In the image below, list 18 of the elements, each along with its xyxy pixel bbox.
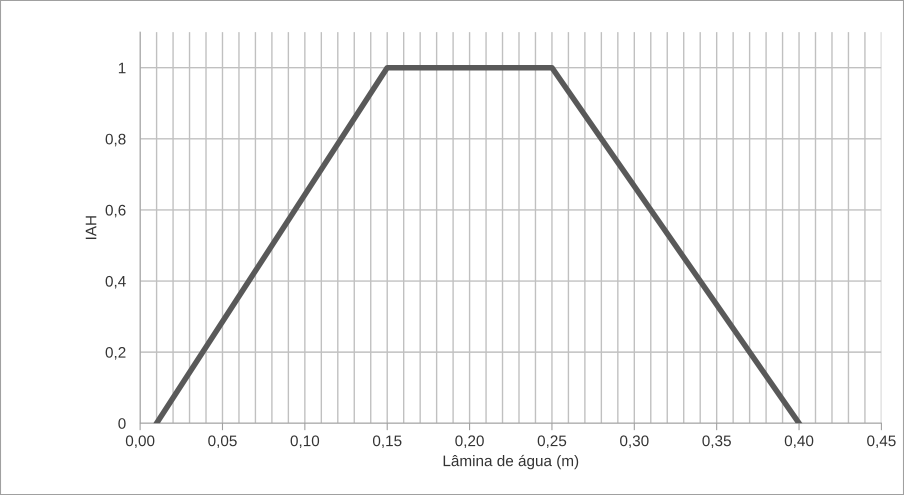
- x-tick-label: 0,10: [290, 435, 320, 448]
- y-tick-label: 0,4: [106, 276, 126, 289]
- x-tick-label: 0,40: [784, 435, 814, 448]
- x-tick-label: 0,45: [867, 435, 896, 448]
- y-tick-label: 0,2: [106, 346, 126, 360]
- y-tick-label: 0,8: [106, 134, 126, 146]
- y-tick-label: 0,6: [106, 204, 126, 218]
- x-tick-label: 0,15: [372, 435, 402, 448]
- x-tick-label: 0,35: [702, 435, 731, 448]
- x-tick-label: 0,05: [208, 435, 237, 448]
- x-tick-label: 0,00: [126, 435, 154, 448]
- x-axis-title: Lâmina de água (m): [444, 454, 578, 470]
- x-tick-label: 0,20: [455, 435, 484, 448]
- x-tick-label: 0,25: [538, 435, 566, 448]
- y-tick-label: 0: [118, 418, 126, 429]
- x-tick-label: 0,30: [620, 435, 649, 448]
- y-tick-label: 1: [118, 62, 126, 74]
- y-axis-title: IAH: [86, 216, 96, 240]
